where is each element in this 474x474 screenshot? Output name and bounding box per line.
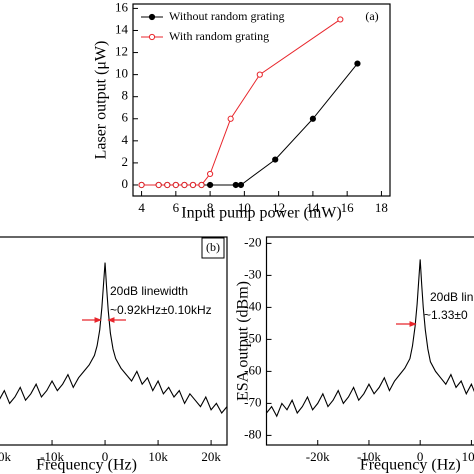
x-tick-label: 10k — [148, 449, 168, 464]
x-tick-label: 4 — [138, 200, 145, 215]
x-axis-label: Input pump power (mW) — [181, 205, 341, 222]
y-tick-label: 4 — [122, 132, 129, 147]
y-tick-label: -30 — [244, 266, 261, 281]
x-tick-label: 0 — [102, 449, 109, 464]
series-line — [266, 259, 474, 418]
y-tick-label: -20 — [244, 234, 261, 249]
data-point — [164, 181, 171, 189]
plot-frame — [0, 236, 228, 446]
y-axis-label: Laser output (μW) — [93, 41, 110, 160]
legend-marker — [148, 13, 156, 21]
x-tick-label: 12 — [272, 200, 285, 215]
y-axis-label: ESA output (dBm) — [235, 281, 252, 401]
data-point — [181, 181, 188, 189]
legend-label: With random grating — [169, 29, 269, 43]
y-tick-label: 6 — [122, 110, 129, 125]
legend-marker — [148, 33, 156, 41]
data-point — [172, 181, 179, 189]
plot-frame — [265, 236, 474, 446]
y-tick-label: 2 — [122, 154, 129, 169]
data-point — [337, 16, 344, 23]
annotation-text: ~0.92kHz±0.10kHz — [110, 303, 212, 317]
x-tick-label: 18 — [375, 200, 388, 215]
x-tick-label: -10k — [40, 449, 64, 464]
x-axis-label: Frequency (Hz) — [36, 457, 137, 474]
y-tick-label: 16 — [115, 0, 129, 14]
x-tick-label: 20k — [201, 449, 221, 464]
y-tick-label: -40 — [244, 298, 261, 313]
legend-label: Without random grating — [169, 9, 285, 23]
data-point — [256, 71, 263, 78]
x-tick-label: -20k — [0, 449, 11, 464]
x-axis-label: Frequency (Hz) — [360, 457, 461, 474]
annotation-text: 20dB lin — [430, 290, 473, 304]
x-tick-label: 10k — [462, 449, 474, 464]
annotation-text: ~1.33±0 — [424, 308, 468, 322]
x-tick-label: 14 — [306, 200, 320, 215]
panel-label: (a) — [365, 9, 378, 23]
data-point — [189, 181, 197, 189]
plot-area — [266, 259, 474, 418]
x-tick-label: -20k — [306, 449, 330, 464]
y-tick-label: -50 — [244, 330, 261, 345]
y-tick-label: 14 — [115, 21, 129, 36]
data-point — [207, 181, 214, 189]
series-line — [141, 63, 358, 186]
x-tick-label: -10k — [357, 449, 381, 464]
plot-area — [138, 16, 361, 189]
data-point — [354, 60, 361, 67]
x-tick-label: 8 — [207, 200, 214, 215]
data-point — [309, 115, 316, 122]
y-tick-label: -80 — [244, 426, 261, 441]
data-point — [155, 181, 162, 189]
x-tick-label: 16 — [341, 200, 355, 215]
data-point — [198, 181, 205, 189]
y-tick-label: -60 — [244, 362, 261, 377]
plot-frame — [132, 3, 391, 197]
x-tick-label: 6 — [173, 200, 180, 215]
annotation-text: 20dB linewidth — [110, 284, 188, 298]
data-point — [227, 115, 234, 122]
y-tick-label: 0 — [122, 176, 129, 191]
data-point — [207, 170, 214, 178]
x-tick-label: 0 — [417, 449, 424, 464]
series-line — [0, 262, 227, 414]
y-tick-label: 10 — [115, 66, 128, 81]
panel-label: (b) — [206, 240, 220, 254]
series-line — [141, 19, 341, 186]
y-tick-label: 12 — [115, 44, 128, 59]
plot-area — [0, 262, 227, 414]
data-point — [237, 181, 245, 189]
y-tick-label: 8 — [122, 88, 129, 103]
x-tick-label: 10 — [238, 200, 251, 215]
panel-label-box — [201, 237, 225, 259]
y-tick-label: -70 — [244, 394, 261, 409]
data-point — [232, 181, 239, 189]
data-point — [138, 181, 145, 189]
data-point — [272, 156, 279, 163]
